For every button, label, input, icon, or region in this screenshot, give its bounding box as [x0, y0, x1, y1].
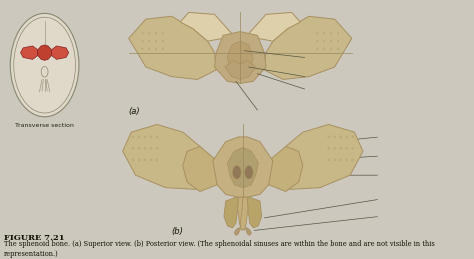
Polygon shape [38, 45, 52, 60]
Polygon shape [183, 147, 217, 191]
Ellipse shape [10, 13, 79, 117]
Circle shape [323, 32, 325, 35]
Circle shape [328, 135, 330, 138]
Circle shape [138, 147, 140, 150]
Circle shape [351, 147, 354, 150]
Polygon shape [234, 228, 240, 235]
Circle shape [141, 40, 144, 42]
Circle shape [346, 159, 348, 161]
Text: Transverse section: Transverse section [15, 123, 74, 127]
Circle shape [150, 159, 152, 161]
Polygon shape [52, 46, 69, 59]
Circle shape [346, 147, 348, 150]
Circle shape [138, 159, 140, 161]
Circle shape [323, 40, 325, 42]
Circle shape [337, 32, 339, 35]
Circle shape [138, 135, 140, 138]
Circle shape [323, 48, 325, 50]
Circle shape [333, 147, 336, 150]
Circle shape [155, 32, 157, 35]
Polygon shape [240, 197, 248, 230]
Circle shape [339, 135, 342, 138]
Circle shape [317, 48, 319, 50]
Circle shape [148, 48, 150, 50]
Polygon shape [228, 41, 253, 74]
Polygon shape [269, 125, 363, 190]
Circle shape [337, 48, 339, 50]
Circle shape [150, 147, 152, 150]
Circle shape [333, 135, 336, 138]
Circle shape [317, 40, 319, 42]
Text: (a): (a) [129, 107, 140, 116]
Circle shape [144, 147, 146, 150]
Polygon shape [247, 197, 262, 228]
Polygon shape [213, 137, 273, 197]
Circle shape [144, 135, 146, 138]
Polygon shape [224, 197, 238, 228]
Circle shape [162, 40, 164, 42]
Ellipse shape [233, 166, 241, 179]
Circle shape [141, 48, 144, 50]
Polygon shape [123, 125, 217, 190]
Circle shape [155, 40, 157, 42]
Circle shape [330, 48, 332, 50]
Polygon shape [246, 228, 251, 235]
Circle shape [346, 135, 348, 138]
Polygon shape [225, 60, 255, 80]
Polygon shape [269, 147, 303, 191]
Polygon shape [20, 46, 38, 59]
Circle shape [328, 159, 330, 161]
Circle shape [132, 135, 134, 138]
Polygon shape [180, 12, 232, 41]
Circle shape [156, 159, 158, 161]
Circle shape [144, 159, 146, 161]
Circle shape [328, 147, 330, 150]
Text: The sphenoid bone. (a) Superior view. (b) Posterior view. (The sphenoidal sinuse: The sphenoid bone. (a) Superior view. (b… [4, 240, 435, 257]
Circle shape [150, 135, 152, 138]
Polygon shape [264, 16, 352, 80]
Circle shape [155, 48, 157, 50]
Circle shape [339, 159, 342, 161]
Circle shape [156, 147, 158, 150]
Circle shape [330, 32, 332, 35]
Circle shape [148, 40, 150, 42]
Circle shape [162, 32, 164, 35]
Circle shape [351, 159, 354, 161]
Polygon shape [237, 197, 246, 230]
Circle shape [351, 135, 354, 138]
Circle shape [148, 32, 150, 35]
Polygon shape [215, 32, 266, 83]
Circle shape [132, 159, 134, 161]
Polygon shape [129, 16, 216, 80]
Ellipse shape [245, 166, 253, 179]
Text: FIGURE 7.21: FIGURE 7.21 [4, 234, 65, 242]
Circle shape [337, 40, 339, 42]
Polygon shape [249, 12, 301, 41]
Circle shape [330, 40, 332, 42]
Circle shape [132, 147, 134, 150]
Circle shape [141, 32, 144, 35]
Circle shape [317, 32, 319, 35]
Text: (b): (b) [172, 227, 183, 236]
Circle shape [156, 135, 158, 138]
Circle shape [162, 48, 164, 50]
Circle shape [333, 159, 336, 161]
Ellipse shape [41, 67, 48, 77]
Polygon shape [228, 147, 258, 188]
Circle shape [339, 147, 342, 150]
